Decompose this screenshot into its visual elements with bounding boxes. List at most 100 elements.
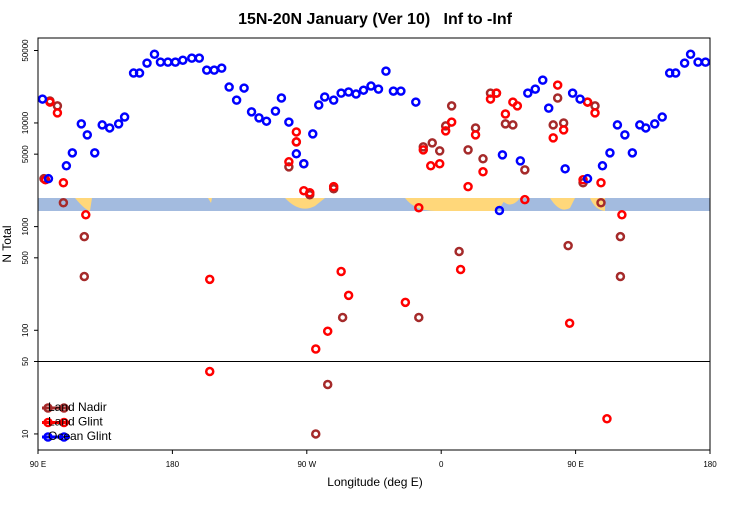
point: [328, 95, 339, 105]
point: [411, 97, 421, 107]
point: [446, 101, 457, 111]
point: [261, 116, 272, 126]
legend-marker: [43, 417, 53, 428]
point: [508, 120, 518, 130]
y-tick-label: 500: [21, 251, 30, 265]
point: [308, 129, 318, 139]
point: [113, 119, 124, 129]
x-tick-label: 90 E: [30, 460, 46, 469]
point: [284, 157, 294, 167]
point: [149, 49, 160, 60]
point: [596, 177, 606, 188]
point: [204, 366, 215, 377]
point: [612, 120, 623, 130]
legend-label: Ocean Glint: [48, 429, 112, 443]
point: [337, 312, 348, 323]
point: [366, 81, 376, 91]
point: [76, 119, 87, 129]
point: [291, 127, 302, 137]
x-tick-label: 180: [166, 460, 180, 469]
point: [79, 271, 90, 282]
point: [311, 344, 321, 354]
point: [291, 137, 302, 147]
point: [82, 130, 93, 140]
point: [305, 188, 315, 198]
point: [605, 148, 615, 158]
point: [500, 109, 511, 119]
point: [246, 107, 257, 117]
point: [548, 120, 558, 130]
point: [560, 164, 570, 174]
point: [434, 159, 445, 169]
point: [396, 86, 406, 96]
point: [615, 271, 626, 282]
x-tick-label: 0: [439, 460, 444, 469]
point: [567, 88, 578, 98]
x-tick-label: 180: [703, 460, 717, 469]
point: [427, 138, 437, 148]
legend-marker: [59, 417, 69, 428]
point: [685, 49, 696, 60]
ocean-band: [38, 198, 710, 211]
point: [194, 53, 205, 63]
map-strip: [38, 198, 710, 211]
point: [537, 75, 548, 85]
y-tick-label: 50: [21, 356, 30, 365]
point: [575, 94, 585, 104]
y-tick-label: 50000: [21, 39, 30, 62]
point: [239, 83, 249, 93]
point: [520, 165, 530, 175]
point: [440, 126, 451, 136]
legend-marker: [43, 403, 53, 413]
x-tick-label: 90 E: [567, 460, 583, 469]
point: [563, 240, 573, 251]
point: [649, 119, 660, 129]
legend-label: Land Glint: [48, 415, 103, 429]
legend-marker: [59, 432, 69, 442]
point: [216, 63, 227, 73]
point: [434, 146, 445, 156]
point: [455, 264, 466, 275]
legend-label: Land Nadir: [48, 400, 107, 414]
point: [494, 205, 505, 216]
point: [351, 89, 361, 99]
chart-title: 15N-20N January (Ver 10) Inf to -Inf: [238, 11, 513, 28]
point: [615, 231, 626, 242]
point: [322, 379, 333, 390]
point: [343, 290, 354, 301]
point: [104, 123, 115, 133]
point: [463, 145, 473, 155]
point: [670, 68, 681, 78]
y-tick-label: 1000: [21, 217, 30, 235]
point: [134, 68, 145, 78]
point: [700, 57, 711, 67]
y-axis-label: N Total: [0, 225, 14, 262]
point: [485, 94, 496, 104]
point: [530, 84, 541, 94]
point: [520, 194, 530, 205]
point: [552, 93, 563, 103]
point: [470, 130, 481, 140]
point: [322, 326, 333, 336]
point: [418, 145, 429, 155]
point: [590, 108, 600, 118]
point: [381, 66, 391, 76]
plot-frame: [37, 37, 711, 451]
point: [89, 148, 100, 158]
point: [224, 82, 234, 92]
y-tick-label: 5000: [21, 145, 30, 163]
point: [299, 159, 309, 169]
point: [254, 113, 264, 123]
point: [454, 246, 464, 257]
point: [543, 103, 554, 113]
x-axis-label: Longitude (deg E): [327, 475, 422, 489]
legend-marker: [59, 403, 69, 413]
point: [313, 100, 324, 110]
point: [602, 414, 612, 424]
point: [558, 125, 569, 135]
legend-marker: [43, 432, 53, 442]
point: [58, 177, 69, 188]
point: [564, 318, 575, 328]
